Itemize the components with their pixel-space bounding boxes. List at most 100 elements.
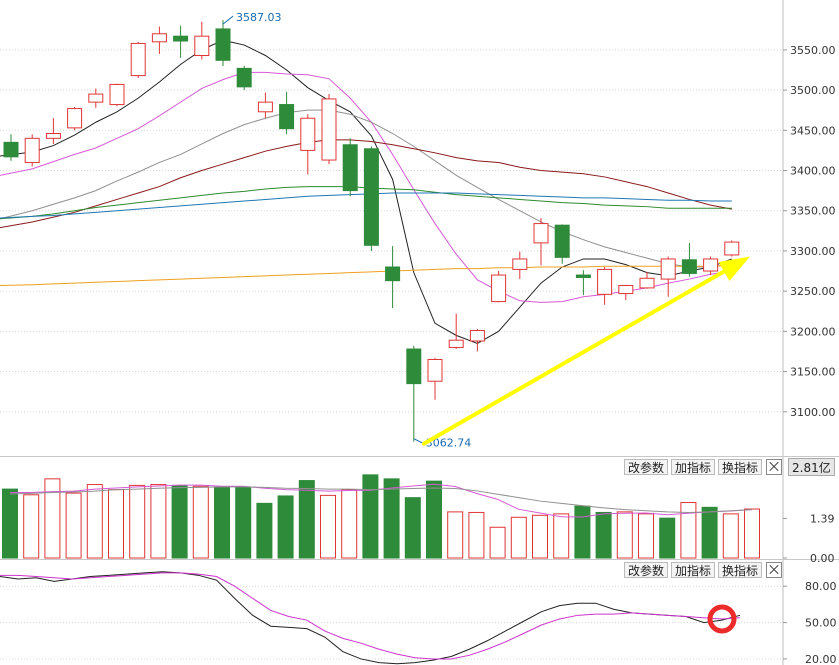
candle-body: [279, 104, 295, 130]
volume-bar: [680, 501, 697, 559]
candle-body: [45, 133, 61, 139]
volume-bar: [701, 506, 718, 559]
oscillator-line: [0, 572, 741, 660]
candle-body: [236, 67, 252, 88]
y-tick-label: 3100.00: [790, 406, 836, 419]
candle-body: [660, 258, 676, 280]
oscillator-line: [0, 571, 741, 665]
y-tick-label: 3150.00: [790, 366, 836, 379]
highlight-circle: [707, 604, 737, 634]
volume-bar: [659, 517, 676, 559]
candle-body: [385, 266, 401, 282]
y-tick-label: 20.00: [805, 653, 837, 665]
close-panel-icon[interactable]: [766, 459, 782, 475]
y-tick-label: 3500.00: [790, 84, 836, 97]
candle-body: [681, 259, 697, 274]
candle-body: [554, 224, 570, 258]
volume-ma-line: [9, 486, 753, 513]
y-tick-label: 3400.00: [790, 164, 836, 177]
volume-bar: [468, 511, 485, 559]
moving-average-line: [0, 264, 732, 287]
volume-bar: [595, 511, 612, 559]
candle-body: [342, 144, 358, 192]
volume-bar: [65, 492, 82, 559]
candle-body: [109, 83, 125, 106]
low-annotation-label: 3062.74: [426, 437, 472, 450]
volume-bar: [277, 495, 294, 559]
volume-bar: [341, 489, 358, 559]
y-tick-label: 80.00: [805, 580, 837, 593]
candle-body: [575, 274, 591, 278]
candle-body: [491, 274, 507, 303]
volume-bar: [489, 526, 506, 559]
volume-bar: [744, 508, 760, 559]
volume-bar: [404, 497, 421, 559]
volume-bar: [86, 484, 103, 559]
change-params-button[interactable]: 改参数: [624, 562, 669, 578]
volume-bar: [108, 489, 124, 559]
candle-body: [597, 268, 613, 295]
volume-bar: [23, 494, 40, 559]
candle-body: [321, 98, 337, 161]
candle-body: [300, 117, 316, 151]
switch-indicator-button[interactable]: 换指标: [718, 562, 763, 578]
candle-body: [130, 42, 146, 77]
y-tick-label: 3350.00: [790, 205, 836, 218]
volume-bar: [638, 513, 654, 559]
y-tick-label: 0.00: [810, 552, 835, 565]
volume-bar: [214, 486, 230, 559]
volume-bar: [150, 484, 167, 559]
candle-body: [194, 35, 210, 56]
add-indicator-button[interactable]: 加指标: [671, 459, 716, 475]
candle-body: [24, 137, 40, 163]
candle-body: [724, 241, 740, 256]
candle-body: [448, 339, 464, 348]
volume-bar: [298, 480, 315, 559]
volume-bar: [171, 484, 188, 559]
candle-body: [469, 330, 485, 342]
add-indicator-button[interactable]: 加指标: [671, 562, 716, 578]
volume-bar: [320, 494, 336, 559]
volume-bar: [447, 511, 464, 559]
volume-bar: [192, 485, 209, 559]
volume-bar: [510, 516, 527, 559]
candle-body: [639, 277, 655, 289]
candle-body: [215, 28, 231, 61]
y-tick-label: 3200.00: [790, 325, 836, 338]
y-tick-label: 1.39: [810, 512, 835, 525]
change-params-button[interactable]: 改参数: [624, 459, 669, 475]
y-tick-label: 50.00: [805, 617, 837, 630]
switch-indicator-button[interactable]: 换指标: [718, 459, 763, 475]
volume-bar: [383, 478, 400, 559]
candle-body: [406, 348, 422, 385]
moving-average-line: [0, 139, 732, 229]
volume-bar: [722, 513, 739, 559]
trend-arrow-shaft: [421, 267, 730, 446]
volume-bar: [362, 474, 379, 559]
y-tick-label: 3450.00: [790, 124, 836, 137]
high-annotation-pointer: [222, 15, 234, 25]
candle-body: [3, 141, 19, 158]
candle-body: [427, 358, 443, 382]
candle-body: [618, 285, 634, 295]
candle-body: [257, 101, 273, 113]
volume-bar: [256, 502, 273, 559]
candle-body: [363, 148, 379, 246]
volume-bar: [129, 484, 146, 559]
candle-body: [512, 258, 528, 270]
high-annotation-label: 3587.03: [236, 11, 282, 24]
y-tick-label: 3300.00: [790, 245, 836, 258]
moving-average-line: [0, 39, 732, 344]
y-tick-label: 3550.00: [790, 44, 836, 57]
close-panel-icon[interactable]: [766, 562, 782, 578]
candle-body: [67, 108, 83, 129]
volume-bar: [44, 478, 61, 559]
volume-bar: [426, 480, 442, 559]
candle-body: [533, 223, 549, 244]
volume-bar: [235, 486, 252, 559]
candle-body: [151, 33, 167, 43]
volume-bar: [532, 514, 548, 559]
trend-arrow-head: [718, 256, 750, 282]
